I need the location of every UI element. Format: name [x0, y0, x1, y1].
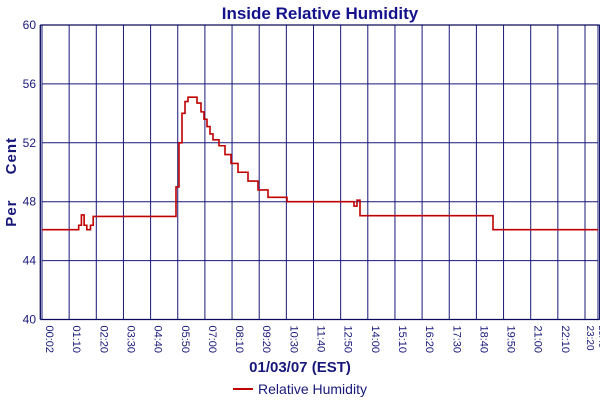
svg-text:17:30: 17:30 — [450, 326, 462, 354]
svg-text:09:20: 09:20 — [260, 326, 272, 354]
svg-text:12:50: 12:50 — [342, 326, 354, 354]
svg-text:48: 48 — [23, 195, 37, 209]
svg-text:60: 60 — [23, 18, 37, 32]
svg-text:19:50: 19:50 — [505, 326, 517, 354]
svg-text:18:40: 18:40 — [477, 326, 489, 354]
svg-text:52: 52 — [23, 136, 37, 150]
svg-text:56: 56 — [23, 77, 37, 91]
svg-text:07:00: 07:00 — [206, 326, 218, 354]
svg-text:00:02: 00:02 — [43, 326, 55, 354]
svg-text:04:40: 04:40 — [152, 326, 164, 354]
svg-text:02:20: 02:20 — [97, 326, 109, 354]
svg-text:05:50: 05:50 — [179, 326, 191, 354]
svg-text:01:10: 01:10 — [70, 326, 82, 354]
svg-text:15:10: 15:10 — [396, 326, 408, 354]
svg-text:03:30: 03:30 — [124, 326, 136, 354]
svg-text:44: 44 — [23, 254, 37, 268]
svg-text:40: 40 — [23, 313, 37, 327]
svg-text:14:00: 14:00 — [369, 326, 381, 354]
svg-text:11:40: 11:40 — [315, 326, 327, 353]
svg-text:08:10: 08:10 — [233, 326, 245, 354]
svg-text:21:00: 21:00 — [532, 326, 544, 354]
svg-text:10:30: 10:30 — [287, 326, 299, 354]
svg-text:16:20: 16:20 — [423, 326, 435, 354]
svg-text:23:20: 23:20 — [584, 326, 595, 351]
svg-text:22:10: 22:10 — [559, 326, 571, 354]
